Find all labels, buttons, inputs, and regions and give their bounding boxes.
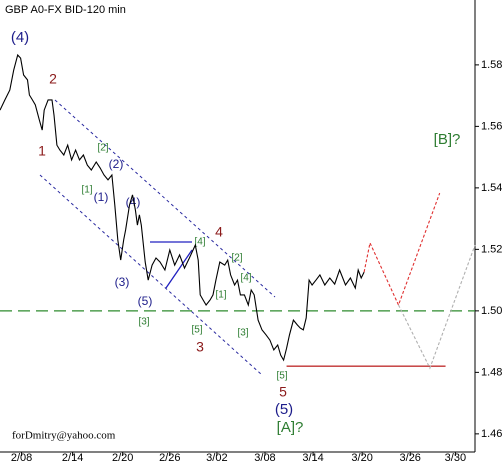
x-tick-label: 2/14: [62, 452, 83, 463]
wave-label: [5]: [276, 371, 287, 382]
wave-label: [2]: [97, 143, 108, 154]
price-line: [0, 53, 365, 362]
chart-title: GBP A0-FX BID-120 min: [5, 4, 126, 16]
channel-line: [54, 99, 276, 298]
wave-label: (1): [94, 190, 109, 204]
annotations: (4) 2 1 [2] (2) [1] (1) (4) (3) (5) [3] …: [11, 29, 461, 436]
triangle: [150, 241, 193, 289]
y-tick-label: 1.58: [481, 59, 502, 71]
price-line: [363, 192, 441, 307]
price-line: [398, 244, 476, 370]
wave-label: 4: [215, 224, 223, 240]
wave-label: [3]: [237, 328, 248, 339]
wave-label: [B]?: [434, 131, 461, 148]
wave-label: [2]: [231, 253, 242, 264]
x-tick-label: 3/08: [254, 452, 275, 463]
y-tick-label: 1.52: [481, 243, 502, 255]
wave-label: [4]: [194, 237, 205, 248]
x-tick-label: 2/08: [11, 452, 32, 463]
x-tick-label: 2/26: [159, 452, 180, 463]
wave-label: (5): [138, 294, 153, 308]
x-tick-label: 2/20: [112, 452, 133, 463]
triangle-line: [165, 249, 193, 289]
y-tick-label: 1.56: [481, 120, 502, 132]
wave-label: (2): [109, 157, 124, 171]
wave-label: (3): [115, 275, 130, 289]
channel-line: [39, 174, 263, 376]
y-tick-label: 1.48: [481, 366, 502, 378]
wave-label: (4): [11, 29, 29, 46]
wave-label: 2: [49, 71, 57, 87]
wave-label: [1]: [81, 185, 92, 196]
y-tick-label: 1.54: [481, 182, 502, 194]
x-tick-label: 3/26: [400, 452, 421, 463]
wave-label: [3]: [138, 317, 149, 328]
wave-label: 3: [196, 339, 204, 355]
wave-label: (5): [275, 401, 293, 418]
y-tick-label: 1.46: [481, 428, 502, 440]
x-tick-label: 3/20: [351, 452, 372, 463]
channel: [39, 99, 276, 376]
wave-label: 5: [279, 384, 287, 400]
wave-label: [5]: [191, 325, 202, 336]
wave-label: [4]: [240, 273, 251, 284]
footer: forDmitry@yahoo.com: [12, 430, 116, 442]
x-tick-label: 3/30: [445, 452, 466, 463]
wave-label: [1]: [215, 290, 226, 301]
y-tick-label: 1.50: [481, 305, 502, 317]
x-tick-label: 3/02: [206, 452, 227, 463]
wave-label: 1: [38, 143, 46, 159]
x-tick-label: 3/14: [302, 452, 323, 463]
wave-label: [A]?: [277, 419, 304, 436]
